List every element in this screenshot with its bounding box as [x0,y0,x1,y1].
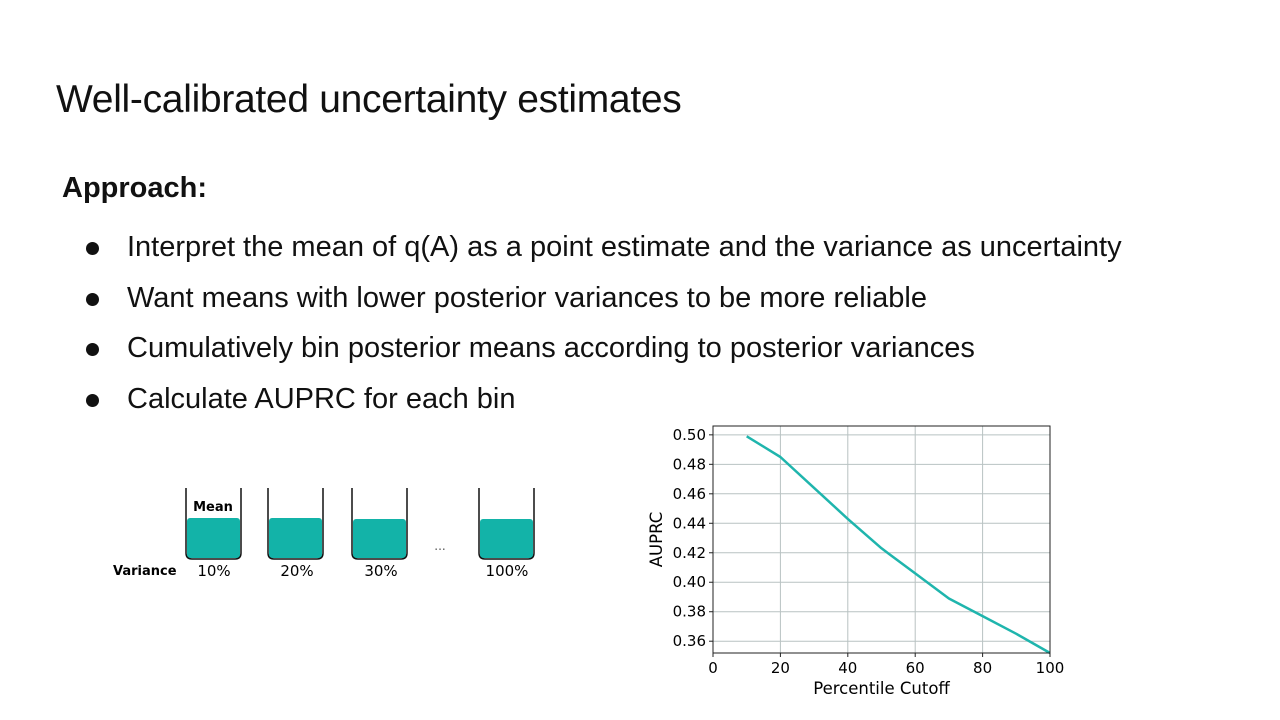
y-tick-label: 0.38 [673,603,706,621]
slide-title: Well-calibrated uncertainty estimates [56,78,682,121]
y-axis-label: AUPRC [647,512,666,567]
bin-outline [478,488,535,560]
bins-diagram: Mean Variance 10% 20% 30% ... 100% [113,488,535,580]
x-tick-label: 80 [973,659,992,677]
bullet-item: Interpret the mean of q(A) as a point es… [82,222,1162,273]
y-tick-label: 0.36 [673,632,706,650]
bin-container: 10% [185,488,242,580]
y-gridlines [713,434,1050,642]
bin-container: 20% [267,488,324,580]
bin-label: 20% [280,562,313,580]
bin-outline [267,488,324,560]
bullet-item: Want means with lower posterior variance… [82,273,1162,324]
bin-fill [480,519,533,558]
y-tick-label: 0.46 [673,485,706,503]
bullet-text: Cumulatively bin posterior means accordi… [127,332,975,364]
bullet-item: Cumulatively bin posterior means accordi… [82,323,1162,374]
x-gridlines [712,426,1051,653]
bullet-text: Want means with lower posterior variance… [127,281,927,314]
bin-label: 100% [486,562,529,580]
bullet-dot-icon [86,242,99,255]
bullet-text: Calculate AUPRC for each bin [127,382,516,415]
auprc-series-line [746,435,1051,655]
x-tick-label: 40 [838,659,857,677]
bullet-dot-icon [86,393,99,407]
y-tick-label: 0.44 [673,514,706,532]
bullet-list: Interpret the mean of q(A) as a point es… [82,222,1162,424]
bin-fill [187,518,240,558]
bin-outline [185,488,242,560]
bin-outline [351,488,408,560]
bin-label: 30% [364,562,397,580]
y-tick-label: 0.48 [673,455,706,473]
plot-frame [712,425,1051,654]
auprc-line-chart: 0 20 40 60 80 100 0.36 0.38 0.40 0.42 0.44 0.46 0.4… [647,425,1064,698]
bin-fill [353,519,406,558]
y-tick-label: 0.40 [673,573,706,591]
y-axis-ticks: 0.36 0.38 0.40 0.42 0.44 0.46 0.48 0.50 [673,426,713,650]
y-tick-label: 0.50 [673,426,706,444]
bullet-dot-icon [86,292,99,306]
x-axis-ticks: 0 20 40 60 80 100 [708,653,1064,677]
variance-label: Variance [113,564,177,579]
bin-fill [269,518,322,558]
x-axis-label: Percentile Cutoff [813,679,950,698]
bullet-text: Interpret the mean of q(A) as a point es… [127,231,1122,263]
mean-label: Mean [193,500,233,515]
bullet-item: Calculate AUPRC for each bin [82,374,1162,425]
approach-heading: Approach: [62,172,207,204]
y-tick-label: 0.42 [673,544,706,562]
bin-container: 30% [351,488,408,580]
x-tick-label: 0 [708,659,718,677]
x-tick-label: 60 [906,659,925,677]
bin-label: 10% [197,562,230,580]
x-tick-label: 20 [771,659,790,677]
x-tick-label: 100 [1036,659,1065,677]
bin-container: 100% [478,488,535,580]
ellipsis-text: ... [434,539,445,553]
bullet-dot-icon [86,343,99,356]
